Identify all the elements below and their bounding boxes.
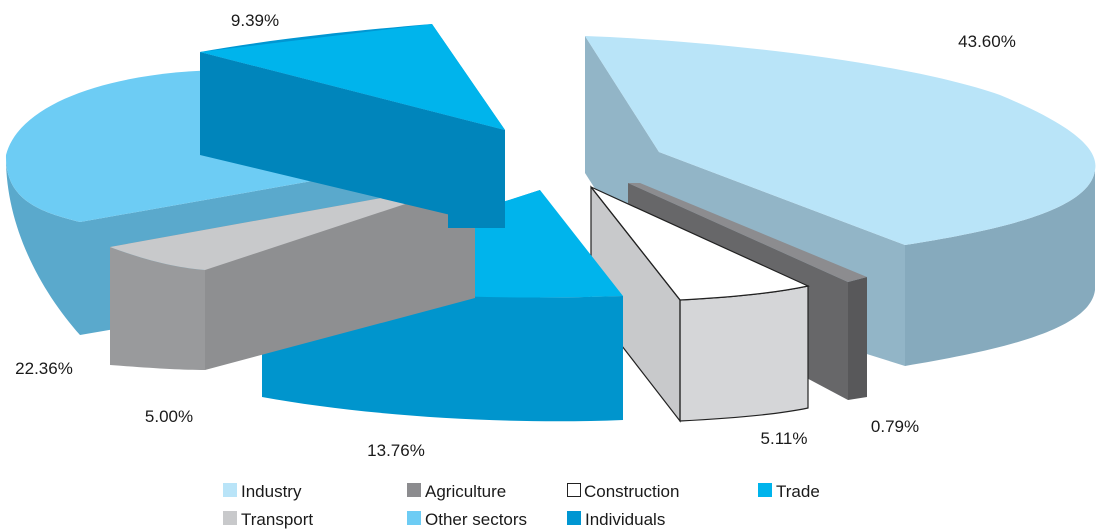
legend-item-trade: Trade — [758, 482, 820, 501]
legend-label-industry: Industry — [241, 482, 302, 501]
legend-label-trade: Trade — [776, 482, 820, 501]
label-individuals: 9.39% — [231, 11, 279, 30]
label-other-sectors: 22.36% — [15, 359, 73, 378]
slice-transport — [110, 181, 475, 370]
legend-label-individuals: Individuals — [585, 510, 665, 529]
label-trade: 13.76% — [367, 441, 425, 460]
legend-item-industry: Industry — [223, 482, 302, 501]
label-construction: 5.11% — [761, 429, 808, 448]
label-transport: 5.00% — [145, 407, 193, 426]
legend-item-transport: Transport — [223, 510, 313, 529]
legend-item-other-sectors: Other sectors — [407, 510, 527, 529]
slice-construction — [590, 185, 810, 423]
legend-item-construction: Construction — [567, 482, 679, 501]
legend-item-individuals: Individuals — [567, 510, 665, 529]
label-industry: 43.60% — [958, 32, 1016, 51]
legend-item-agriculture: Agriculture — [407, 482, 506, 501]
legend-label-agriculture: Agriculture — [425, 482, 506, 501]
legend-label-construction: Construction — [584, 482, 679, 501]
label-agriculture: 0.79% — [871, 417, 919, 436]
legend: Industry Agriculture Construction Trade … — [223, 482, 820, 529]
legend-label-other-sectors: Other sectors — [425, 510, 527, 529]
slice-individuals — [200, 24, 505, 228]
legend-label-transport: Transport — [241, 510, 313, 529]
